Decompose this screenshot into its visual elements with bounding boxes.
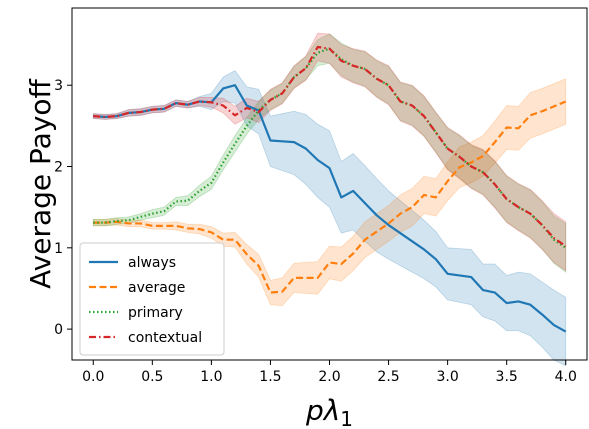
x-axis-ticks: 0.0 0.5 1.0 1.5 2.0 2.5 3.0 3.5 4.0 — [82, 360, 577, 385]
x-tick-label: 2.5 — [377, 369, 399, 385]
x-axis-label: pλ1 — [305, 394, 353, 429]
x-tick-label: 1.5 — [259, 369, 281, 385]
x-tick-label: 0.0 — [82, 369, 104, 385]
legend-label-contextual: contextual — [128, 330, 202, 346]
x-tick-label: 1.0 — [200, 369, 222, 385]
x-tick-label: 2.0 — [318, 369, 340, 385]
y-axis-label: Average Payoff — [24, 78, 57, 288]
x-tick-label: 0.5 — [141, 369, 163, 385]
x-tick-label: 3.5 — [496, 369, 518, 385]
legend-label-primary: primary — [128, 305, 183, 321]
x-axis-label-subscript: 1 — [340, 407, 353, 429]
legend-label-average: average — [128, 280, 185, 296]
y-tick-label: 0 — [54, 322, 63, 338]
x-tick-label: 4.0 — [555, 369, 577, 385]
legend: always average primary contextual — [80, 243, 224, 355]
x-axis-label-base: pλ — [305, 394, 340, 427]
legend-label-always: always — [128, 255, 176, 271]
x-tick-label: 3.0 — [436, 369, 458, 385]
